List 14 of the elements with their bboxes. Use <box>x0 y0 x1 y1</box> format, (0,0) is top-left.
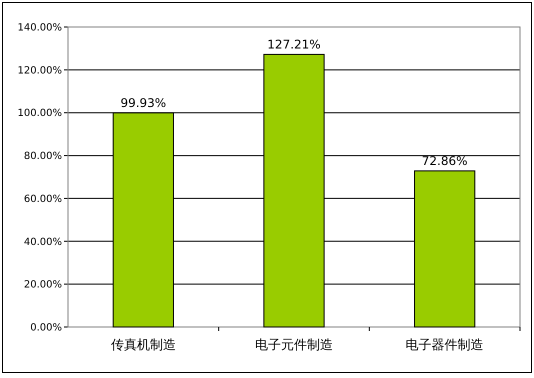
y-tick-label: 60.00% <box>24 194 62 205</box>
x-tick-label: 传真机制造 <box>110 338 176 353</box>
x-tick-label: 电子器件制造 <box>406 338 484 353</box>
y-tick-label: 0.00% <box>30 322 62 334</box>
x-tick-label: 电子元件制造 <box>255 338 333 353</box>
data-label: 72.86% <box>422 154 468 168</box>
y-tick-label: 120.00% <box>18 65 62 76</box>
data-label: 99.93% <box>120 96 166 110</box>
y-tick-label: 140.00% <box>18 22 62 34</box>
y-tick-label: 40.00% <box>24 236 62 248</box>
y-tick-label: 80.00% <box>24 151 62 162</box>
y-tick-label: 100.00% <box>18 108 62 120</box>
data-label: 127.21% <box>267 37 321 52</box>
y-tick-label: 20.00% <box>24 280 62 291</box>
